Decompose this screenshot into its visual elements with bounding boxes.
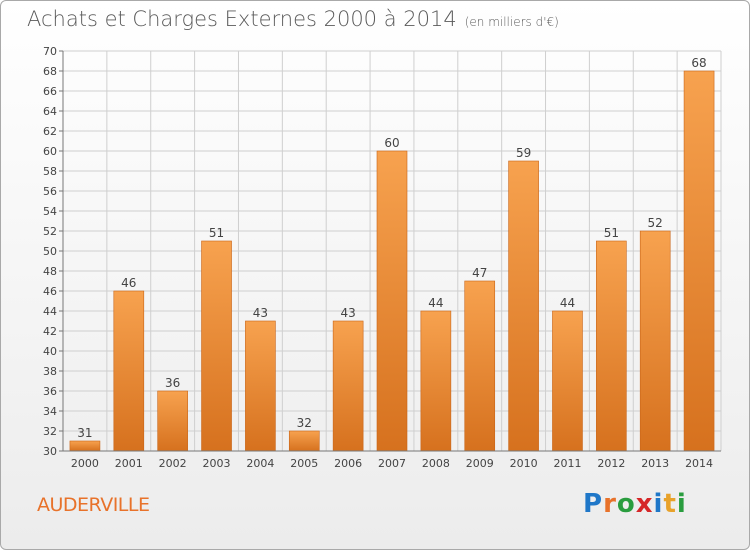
x-tick-label: 2011 [553,457,581,470]
bar [552,310,583,452]
x-tick-label: 2001 [115,457,143,470]
data-label: 47 [472,266,487,280]
data-label: 51 [209,226,224,240]
x-tick-label: 2006 [334,457,362,470]
data-label: 44 [428,296,443,310]
bar [288,430,320,452]
data-label: 60 [384,136,399,150]
chart-title-text: Achats et Charges Externes 2000 à 2014 [27,7,457,31]
y-tick-label: 36 [43,385,57,398]
y-tick-label: 50 [43,245,57,258]
chart-title: Achats et Charges Externes 2000 à 2014 (e… [27,7,559,31]
y-tick-label: 52 [43,225,57,238]
y-tick-label: 32 [43,425,57,438]
y-tick-label: 66 [43,85,57,98]
logo-letter: i [676,489,687,519]
x-tick-label: 2012 [597,457,625,470]
bar [420,310,452,452]
bar [69,440,101,452]
bars: 31 46 36 51 43 32 43 60 44 47 59 44 51 52 68 [69,56,715,452]
data-label: 51 [604,226,619,240]
data-label: 52 [648,216,663,230]
x-tick-label: 2007 [378,457,406,470]
x-tick-label: 2014 [685,457,713,470]
logo-letter: i [653,489,664,519]
proxiti-logo: Proxiti [583,489,687,519]
chart-subtitle: (en milliers d'€) [464,15,559,29]
logo-letter: t [663,489,677,519]
y-tick-label: 30 [43,445,57,458]
x-tick-label: 2003 [203,457,231,470]
y-tick-label: 58 [43,165,57,178]
data-label: 68 [691,56,706,70]
x-tick-label: 2005 [290,457,318,470]
y-tick-label: 70 [43,45,57,58]
logo-letter: r [603,489,617,519]
y-tick-label: 68 [43,65,57,78]
y-tick-label: 34 [43,405,57,418]
commune-name: AUDERVILLE [37,494,150,516]
data-label: 36 [165,376,180,390]
data-label: 31 [77,426,92,440]
y-tick-label: 56 [43,185,57,198]
data-label: 32 [297,416,312,430]
y-tick-label: 62 [43,125,57,138]
bar [332,320,364,452]
y-tick-label: 64 [43,105,57,118]
logo-letter: o [616,489,636,519]
logo-letter: x [635,489,654,519]
x-tick-label: 2010 [510,457,538,470]
data-label: 59 [516,146,531,160]
bar [157,390,188,452]
x-tick-label: 2008 [422,457,450,470]
y-tick-label: 38 [43,365,57,378]
bar [245,320,276,452]
x-tick-label: 2009 [466,457,494,470]
x-tick-label: 2004 [246,457,274,470]
bar [639,230,671,452]
bar [201,240,232,452]
bar [508,160,539,452]
x-tick-label: 2000 [71,457,99,470]
y-tick-label: 60 [43,145,57,158]
y-tick-label: 40 [43,345,57,358]
x-tick-label: 2013 [641,457,669,470]
bar [596,240,627,452]
bar [113,290,145,452]
x-tick-label: 2002 [159,457,187,470]
data-label: 43 [340,306,355,320]
y-tick-label: 54 [43,205,57,218]
bar [464,280,496,452]
logo-letter: P [583,489,604,519]
axes: 30 32 34 36 38 40 42 44 46 48 50 52 54 56 58 60 62 64 66 68… [43,45,721,470]
y-tick-label: 48 [43,265,57,278]
data-label: 46 [121,276,136,290]
bar [683,70,715,452]
y-tick-label: 46 [43,285,57,298]
data-label: 44 [560,296,575,310]
bar [376,150,408,452]
y-tick-label: 44 [43,305,57,318]
y-tick-label: 42 [43,325,57,338]
data-label: 43 [253,306,268,320]
